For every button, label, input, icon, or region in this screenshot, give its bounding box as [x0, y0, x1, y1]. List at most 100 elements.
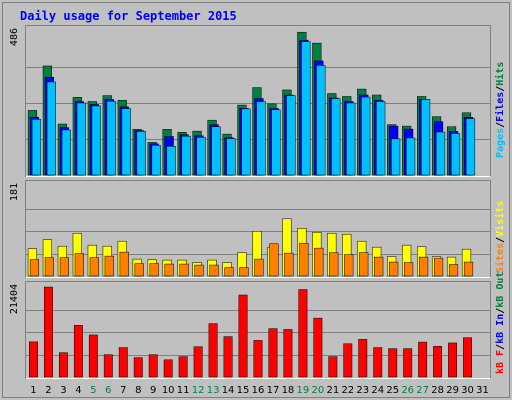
bar-sites-day-4 — [74, 253, 84, 277]
bar-kb-f-day-7 — [118, 347, 128, 378]
bar-pages-day-28 — [435, 131, 446, 176]
bar-sites-day-30 — [463, 261, 474, 277]
bar-pages-day-5 — [91, 105, 101, 176]
bar-pages-day-29 — [450, 133, 461, 176]
bar-kb-f-day-12 — [193, 346, 203, 378]
x-tick-label-day-27: 27 — [416, 385, 429, 396]
x-tick-label-day-31: 31 — [476, 385, 489, 396]
x-tick-label-day-20: 20 — [312, 385, 325, 396]
bar-kb-f-day-25 — [388, 348, 398, 378]
bar-sites-day-15 — [239, 267, 249, 277]
bar-sites-day-20 — [314, 247, 324, 277]
bar-pages-day-11 — [181, 135, 191, 176]
side-legend-item: Sites — [494, 243, 506, 273]
bar-pages-day-26 — [406, 137, 416, 176]
bar-pages-day-2 — [46, 81, 56, 176]
bar-kb-f-day-5 — [88, 334, 98, 378]
bar-sites-day-13 — [209, 264, 219, 277]
side-legend-item: / — [495, 344, 506, 350]
bar-pages-day-15 — [241, 108, 251, 176]
bar-sites-day-8 — [134, 263, 144, 277]
x-tick-label-day-26: 26 — [401, 385, 414, 396]
x-tick-label-day-3: 3 — [60, 385, 66, 396]
side-legend-hits-files-pages: Pages/Files/Hits — [494, 62, 506, 158]
x-tick-label-day-29: 29 — [446, 385, 459, 396]
x-tick-label-day-15: 15 — [237, 385, 250, 396]
bar-kb-f-day-6 — [103, 354, 113, 378]
bar-sites-day-26 — [404, 262, 414, 277]
bar-pages-day-7 — [121, 108, 131, 176]
bar-sites-day-3 — [59, 257, 69, 277]
bar-kb-f-day-18 — [283, 329, 293, 378]
x-tick-label-day-17: 17 — [267, 385, 280, 396]
bar-pages-day-14 — [226, 138, 236, 176]
bar-kb-f-day-11 — [178, 356, 188, 378]
x-tick-label-day-7: 7 — [120, 385, 126, 396]
bar-pages-day-25 — [391, 138, 401, 176]
bar-pages-day-23 — [361, 96, 371, 176]
ymax-label-visits-sites: 181 — [9, 183, 20, 201]
x-tick-label-day-11: 11 — [177, 385, 190, 396]
side-legend-item: Pages — [495, 128, 506, 158]
bar-sites-day-1 — [29, 259, 40, 277]
x-axis-day-labels: 1 2 3 4 5 6 7 8 9 10 11 12 13 14 15 16 17 18 19 20 21 22 23 24 2… — [30, 385, 489, 396]
bar-sites-day-23 — [359, 252, 369, 277]
side-legend-kbytes: kB F/kB In/kB Out — [495, 272, 506, 374]
bar-sites-day-27 — [419, 256, 429, 277]
bar-sites-day-29 — [448, 264, 459, 277]
x-tick-label-day-25: 25 — [386, 385, 399, 396]
bar-kb-f-day-26 — [403, 348, 413, 378]
bar-kb-f-day-8 — [133, 357, 143, 378]
bar-sites-day-2 — [44, 257, 54, 277]
x-tick-label-day-2: 2 — [45, 385, 51, 396]
bar-pages-day-1 — [31, 119, 42, 176]
bar-sites-day-22 — [344, 254, 354, 277]
bar-sites-day-25 — [389, 261, 399, 277]
bar-kb-f-day-10 — [163, 359, 173, 378]
bar-sites-day-14 — [224, 267, 234, 277]
bar-pages-day-3 — [61, 129, 71, 176]
bar-kb-f-day-24 — [373, 347, 383, 378]
x-tick-label-day-10: 10 — [162, 385, 175, 396]
side-legend-item: / — [495, 308, 506, 314]
bar-pages-day-8 — [136, 131, 146, 176]
x-tick-label-day-1: 1 — [30, 385, 36, 396]
bar-pages-day-4 — [76, 102, 86, 176]
bar-kb-f-day-29 — [448, 342, 458, 378]
bar-kb-f-day-28 — [433, 346, 443, 378]
x-tick-label-day-30: 30 — [461, 385, 474, 396]
chart-title: Daily usage for September 2015 — [20, 9, 237, 23]
x-tick-label-day-4: 4 — [75, 385, 81, 396]
bar-kb-f-day-9 — [148, 354, 158, 378]
bar-pages-day-22 — [346, 102, 356, 176]
bar-sites-day-12 — [194, 264, 204, 277]
x-tick-label-day-8: 8 — [135, 385, 141, 396]
x-tick-label-day-14: 14 — [222, 385, 235, 396]
bar-sites-day-9 — [149, 263, 159, 277]
bar-sites-day-17 — [269, 243, 279, 277]
bar-sites-day-6 — [104, 255, 114, 277]
side-legend-item: Hits — [494, 62, 506, 86]
bar-kb-f-day-15 — [238, 294, 248, 378]
x-tick-label-day-13: 13 — [207, 385, 220, 396]
x-tick-label-day-28: 28 — [431, 385, 444, 396]
ymax-label-hits-files-pages: 486 — [9, 28, 20, 46]
x-tick-label-day-21: 21 — [326, 385, 339, 396]
bar-pages-day-10 — [166, 146, 176, 176]
ymax-label-kbytes: 21404 — [9, 284, 20, 314]
bar-pages-day-12 — [196, 137, 206, 176]
bar-kb-f-day-21 — [328, 356, 338, 378]
bar-pages-day-21 — [331, 98, 341, 176]
x-tick-label-day-19: 19 — [297, 385, 310, 396]
bar-pages-day-18 — [286, 95, 296, 176]
bar-pages-day-19 — [301, 41, 311, 176]
bar-kb-f-day-23 — [358, 339, 368, 378]
bar-sites-day-5 — [89, 257, 99, 277]
x-tick-label-day-22: 22 — [341, 385, 354, 396]
bar-sites-day-11 — [179, 263, 189, 277]
bar-pages-day-20 — [316, 65, 326, 176]
bar-sites-day-21 — [329, 252, 339, 277]
bar-kb-f-day-1 — [29, 341, 38, 378]
